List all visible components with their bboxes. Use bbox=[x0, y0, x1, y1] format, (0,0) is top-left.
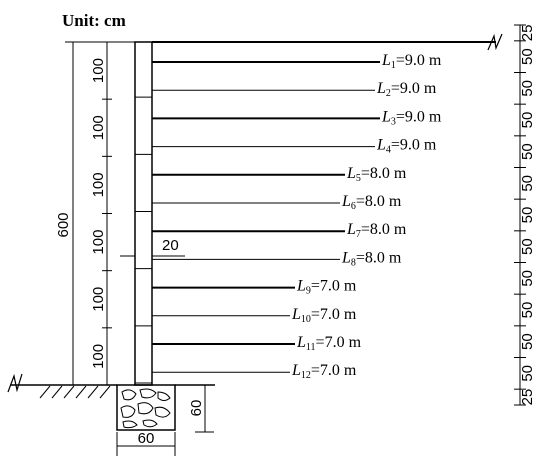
anchor-index: 5 bbox=[356, 173, 361, 184]
anchor-symbol: L bbox=[381, 108, 391, 125]
segment-height: 100 bbox=[90, 58, 107, 83]
anchor-index: 1 bbox=[391, 60, 396, 71]
right-dimension: 50 bbox=[519, 48, 536, 65]
anchor-length: =9.0 m bbox=[396, 108, 442, 125]
wall-offset: 20 bbox=[162, 237, 179, 254]
anchor-symbol: L bbox=[376, 80, 386, 97]
anchor-index: 10 bbox=[301, 314, 311, 325]
right-dimension: 50 bbox=[519, 270, 536, 287]
anchor-label: L2=9.0 m bbox=[376, 80, 437, 99]
anchor-label: L10=7.0 m bbox=[291, 306, 357, 325]
anchor-label: L11=7.0 m bbox=[296, 334, 362, 353]
anchor-length: =8.0 m bbox=[356, 193, 402, 210]
anchor-symbol: L bbox=[291, 306, 301, 323]
unit-label: Unit: cm bbox=[62, 11, 126, 30]
segment-height: 100 bbox=[90, 287, 107, 312]
anchor-length: =7.0 m bbox=[311, 278, 357, 295]
anchor-label: L4=9.0 m bbox=[376, 137, 437, 156]
break-symbol bbox=[487, 33, 503, 51]
foundation-width: 60 bbox=[138, 430, 155, 447]
rubble-stones bbox=[120, 388, 171, 429]
anchor-symbol: L bbox=[341, 193, 351, 210]
right-dimension: 50 bbox=[519, 333, 536, 350]
foundation bbox=[116, 384, 176, 431]
anchor-length: =9.0 m bbox=[396, 52, 442, 69]
anchor-label: L1=9.0 m bbox=[381, 52, 442, 71]
anchor-label: L6=8.0 m bbox=[341, 193, 402, 212]
break-symbol bbox=[7, 373, 23, 393]
anchor-label: L7=8.0 m bbox=[346, 221, 407, 240]
anchor-length: =9.0 m bbox=[391, 137, 437, 154]
anchor-index: 12 bbox=[301, 370, 311, 381]
anchor-length: =7.0 m bbox=[311, 362, 357, 379]
right-dimension: 25 bbox=[519, 25, 536, 42]
total-height: 600 bbox=[55, 212, 72, 237]
anchor-label: L8=8.0 m bbox=[341, 249, 402, 268]
anchor-index: 7 bbox=[356, 229, 361, 240]
right-dimension: 50 bbox=[519, 175, 536, 192]
anchor-symbol: L bbox=[296, 334, 306, 351]
anchor-index: 11 bbox=[306, 342, 316, 353]
segment-height: 100 bbox=[90, 344, 107, 369]
anchor-symbol: L bbox=[346, 221, 356, 238]
anchor-index: 2 bbox=[386, 88, 391, 99]
anchor-length: =8.0 m bbox=[361, 221, 407, 238]
anchor-label: L9=7.0 m bbox=[296, 278, 357, 297]
anchor-length: =8.0 m bbox=[361, 165, 407, 182]
segment-height: 100 bbox=[90, 230, 107, 255]
anchor-length: =7.0 m bbox=[311, 306, 357, 323]
foundation-depth: 60 bbox=[188, 400, 205, 417]
anchor-symbol: L bbox=[346, 165, 356, 182]
anchor-label: L3=9.0 m bbox=[381, 108, 442, 127]
wall bbox=[134, 41, 153, 386]
anchor-symbol: L bbox=[296, 278, 306, 295]
right-dimension: 50 bbox=[519, 80, 536, 97]
anchor-index: 3 bbox=[391, 116, 396, 127]
anchor-label: L5=8.0 m bbox=[346, 165, 407, 184]
anchor-length: =7.0 m bbox=[316, 334, 362, 351]
anchor-symbol: L bbox=[381, 52, 391, 69]
anchor-index: 8 bbox=[351, 257, 356, 268]
segment-height: 100 bbox=[90, 115, 107, 140]
right-dimension: 50 bbox=[519, 112, 536, 129]
anchor-symbol: L bbox=[341, 249, 351, 266]
anchor-index: 6 bbox=[351, 201, 356, 212]
anchor-index: 9 bbox=[306, 286, 311, 297]
right-dimension: 50 bbox=[519, 207, 536, 224]
ground-hatch bbox=[39, 385, 111, 399]
anchor-symbol: L bbox=[291, 362, 301, 379]
anchor-index: 4 bbox=[386, 145, 391, 156]
anchor-length: =9.0 m bbox=[391, 80, 437, 97]
right-dimension: 50 bbox=[519, 365, 536, 382]
segment-height: 100 bbox=[90, 172, 107, 197]
right-dimension: 50 bbox=[519, 302, 536, 319]
right-dimension: 50 bbox=[519, 143, 536, 160]
right-dimension: 50 bbox=[519, 238, 536, 255]
anchor-length: =8.0 m bbox=[356, 249, 402, 266]
anchor-symbol: L bbox=[376, 137, 386, 154]
anchor-label: L12=7.0 m bbox=[291, 362, 357, 381]
right-dimension: 25 bbox=[519, 389, 536, 406]
